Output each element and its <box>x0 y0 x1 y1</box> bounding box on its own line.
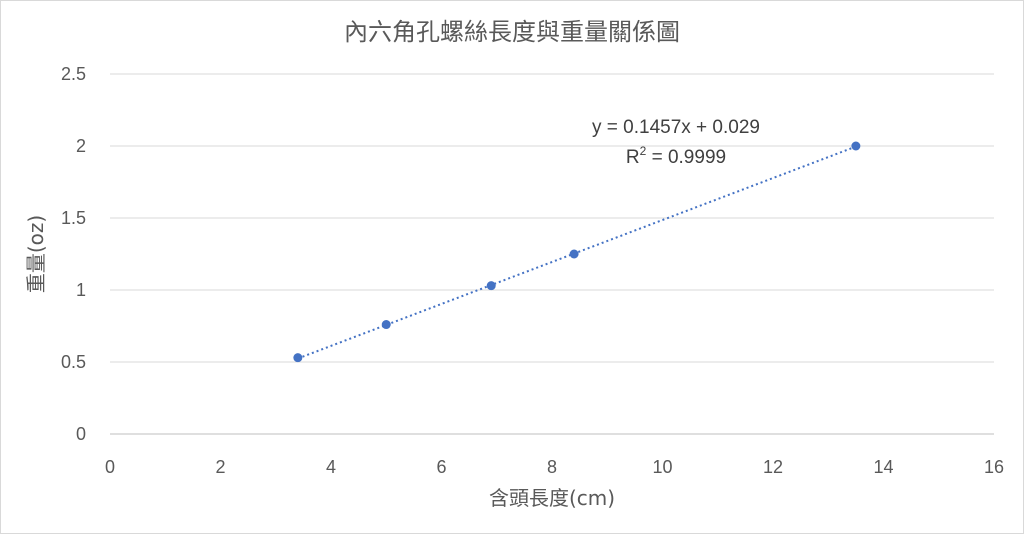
data-point <box>851 141 861 151</box>
y-axis-title: 重量(oz) <box>24 215 48 293</box>
data-point <box>293 353 303 363</box>
x-tick-label: 16 <box>984 457 1004 477</box>
trendline-label: y = 0.1457x + 0.029 R2 = 0.9999 <box>592 117 760 168</box>
x-tick-label: 0 <box>105 457 115 477</box>
x-tick-label: 6 <box>436 457 446 477</box>
x-tick-label: 4 <box>326 457 336 477</box>
trendline-equation: y = 0.1457x + 0.029 <box>592 117 760 138</box>
y-tick-label: 1.5 <box>61 208 86 228</box>
x-axis-title: 含頭長度(cm) <box>489 486 615 510</box>
data-point <box>486 281 496 291</box>
data-point <box>381 320 391 330</box>
y-tick-labels: 0 0.5 1 1.5 2 2.5 <box>61 64 86 444</box>
x-tick-label: 2 <box>215 457 225 477</box>
r-squared-label: R2 = 0.9999 <box>626 144 726 168</box>
data-point <box>569 249 579 259</box>
y-tick-label: 1 <box>76 280 86 300</box>
gridlines <box>110 73 994 435</box>
x-tick-labels: 0 2 4 6 8 10 12 14 16 <box>105 457 1004 477</box>
x-tick-label: 12 <box>763 457 783 477</box>
y-tick-label: 2.5 <box>61 64 86 84</box>
y-tick-label: 0 <box>76 424 86 444</box>
x-tick-label: 10 <box>652 457 672 477</box>
r-squared-value: = 0.9999 <box>646 147 726 168</box>
x-tick-label: 8 <box>547 457 557 477</box>
chart-title: 內六角孔螺絲長度與重量關係圖 <box>344 18 680 46</box>
y-tick-label: 2 <box>76 136 86 156</box>
r-squared-letter: R <box>626 147 640 168</box>
data-points <box>293 141 861 363</box>
y-tick-label: 0.5 <box>61 352 86 372</box>
r-squared-superscript: 2 <box>640 144 647 158</box>
x-tick-label: 14 <box>873 457 893 477</box>
